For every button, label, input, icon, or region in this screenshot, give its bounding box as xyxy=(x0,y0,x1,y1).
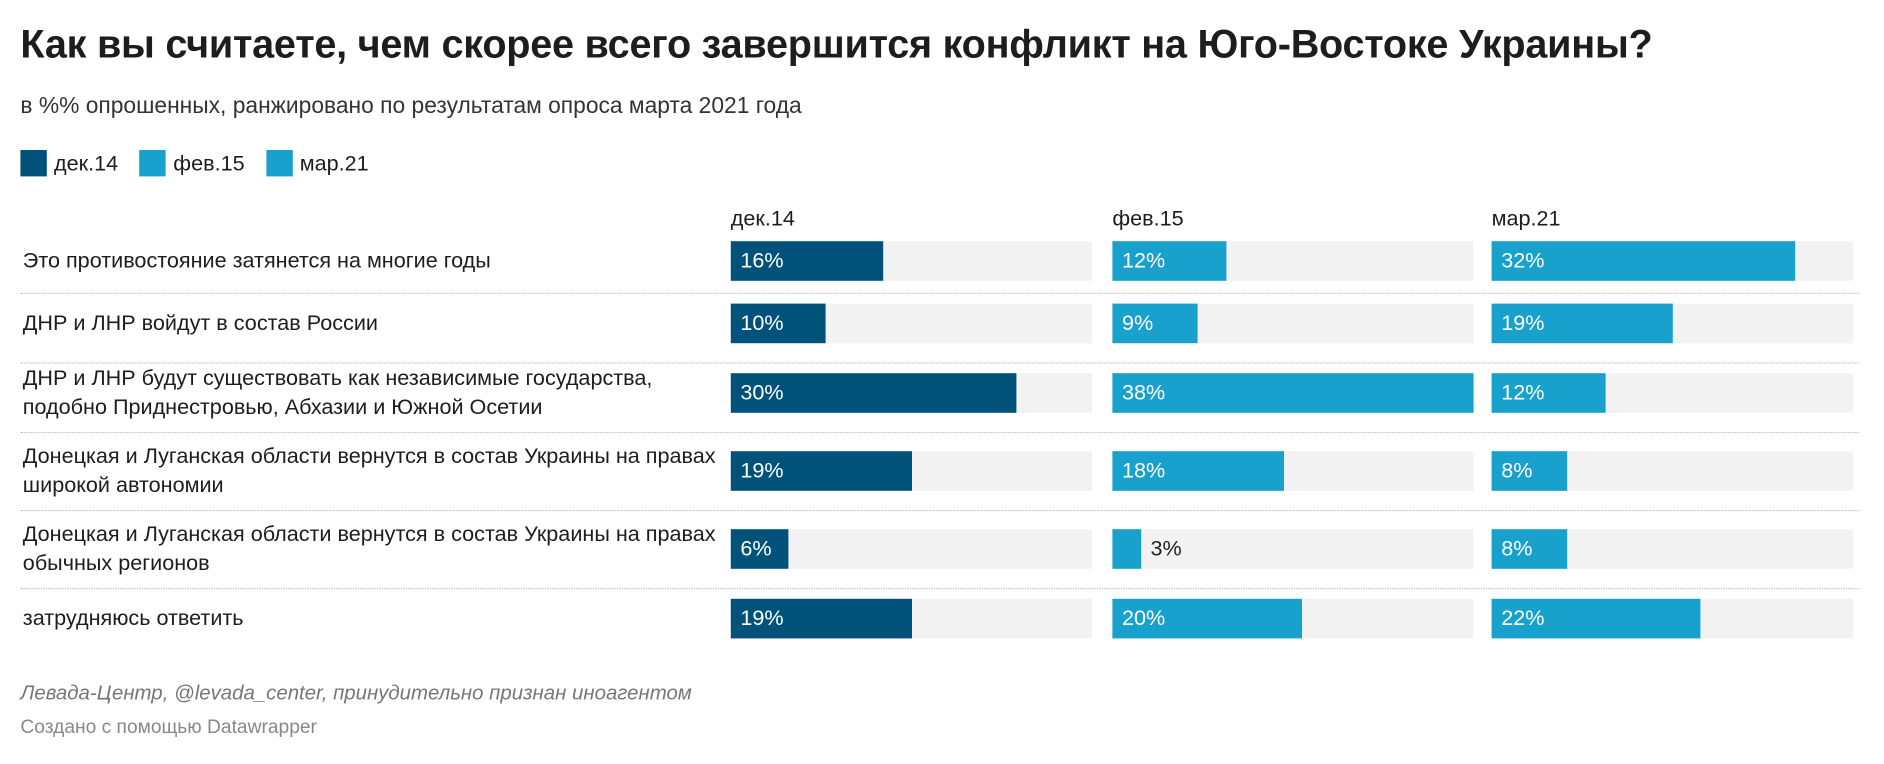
row-divider xyxy=(20,588,1859,590)
bar-track: 10% xyxy=(730,303,1092,344)
bar xyxy=(730,241,883,281)
bar xyxy=(1112,529,1141,569)
bar xyxy=(1491,451,1568,491)
data-label: 6% xyxy=(740,536,772,561)
data-label: 32% xyxy=(1501,248,1545,273)
data-label: 9% xyxy=(1122,310,1154,335)
bar xyxy=(1491,529,1568,569)
bar-track: 12% xyxy=(1491,373,1853,413)
legend-label: дек.14 xyxy=(54,150,119,175)
bar xyxy=(1112,303,1198,344)
column-header: дек.14 xyxy=(730,206,795,231)
row-divider xyxy=(20,510,1859,512)
category-label: Донецкая и Луганская области вернутся в … xyxy=(22,444,716,497)
bar xyxy=(1491,598,1701,639)
chart-subtitle: в %% опрошенных, ранжировано по результа… xyxy=(20,93,802,119)
bar xyxy=(1491,373,1606,413)
category-label: ДНР и ЛНР войдут в состав России xyxy=(22,310,378,335)
credit-note: Создано с помощью Datawrapper xyxy=(20,717,317,738)
bar xyxy=(1112,451,1284,491)
bar xyxy=(730,373,1016,413)
data-label: 12% xyxy=(1501,380,1545,405)
source-note: Левада-Центр, @levada_center, принудител… xyxy=(20,681,692,705)
bar xyxy=(1491,241,1796,281)
bar xyxy=(1112,241,1227,281)
legend-label: мар.21 xyxy=(299,150,369,175)
legend-label: фев.15 xyxy=(173,150,245,175)
data-label: 12% xyxy=(1122,248,1166,273)
bar-track: 8% xyxy=(1491,529,1853,569)
bar xyxy=(1112,598,1303,639)
bar-track: 19% xyxy=(730,598,1092,639)
column-header: фев.15 xyxy=(1112,206,1184,231)
bar xyxy=(1491,303,1673,344)
bar-track: 19% xyxy=(1491,303,1853,344)
bar-track: 19% xyxy=(730,451,1092,491)
bar-track: 8% xyxy=(1491,451,1853,491)
bar xyxy=(730,598,912,639)
data-label: 30% xyxy=(740,380,784,405)
legend-swatch xyxy=(266,150,293,177)
row-divider xyxy=(20,292,1859,294)
chart-title: Как вы считаете, чем скорее всего заверш… xyxy=(20,21,1653,67)
data-label: 8% xyxy=(1501,536,1533,561)
legend: дек.14 фев.15 мар.21 xyxy=(20,150,369,177)
column-header: мар.21 xyxy=(1491,206,1561,231)
bar-track: 9% xyxy=(1112,303,1474,344)
bar-track: 18% xyxy=(1112,451,1474,491)
category-label: Это противостояние затянется на многие г… xyxy=(22,248,491,273)
data-label: 22% xyxy=(1501,606,1545,630)
category-label: Донецкая и Луганская области вернутся в … xyxy=(22,522,716,575)
data-label: 20% xyxy=(1122,606,1166,630)
bar-track: 3% xyxy=(1112,529,1474,569)
legend-item: фев.15 xyxy=(139,150,245,177)
data-label: 38% xyxy=(1122,380,1166,405)
legend-item: мар.21 xyxy=(266,150,369,177)
bar-track: 22% xyxy=(1491,598,1853,639)
data-label: 3% xyxy=(1150,536,1182,561)
category-label: затрудняюсь ответить xyxy=(22,606,244,630)
bar xyxy=(730,529,788,569)
bar-track: 32% xyxy=(1491,241,1853,281)
bar xyxy=(730,451,912,491)
bar-track: 6% xyxy=(730,529,1092,569)
bar-track: 30% xyxy=(730,373,1092,413)
row-divider xyxy=(20,362,1859,364)
data-label: 10% xyxy=(740,310,784,335)
bar-track: 38% xyxy=(1112,373,1474,413)
bar xyxy=(730,303,826,344)
data-label: 19% xyxy=(740,458,784,483)
legend-swatch xyxy=(139,150,167,177)
legend-swatch xyxy=(20,150,47,177)
data-label: 8% xyxy=(1501,458,1533,483)
legend-item: дек.14 xyxy=(20,150,119,177)
row-divider xyxy=(20,432,1859,434)
bar-track: 16% xyxy=(730,241,1092,281)
data-label: 19% xyxy=(740,606,784,630)
bar xyxy=(1112,373,1474,413)
data-label: 16% xyxy=(740,248,784,273)
bar-track: 12% xyxy=(1112,241,1474,281)
bar-track: 20% xyxy=(1112,598,1474,639)
category-label: ДНР и ЛНР будут существовать как независ… xyxy=(22,366,653,419)
data-label: 18% xyxy=(1122,458,1166,483)
data-label: 19% xyxy=(1501,310,1545,335)
